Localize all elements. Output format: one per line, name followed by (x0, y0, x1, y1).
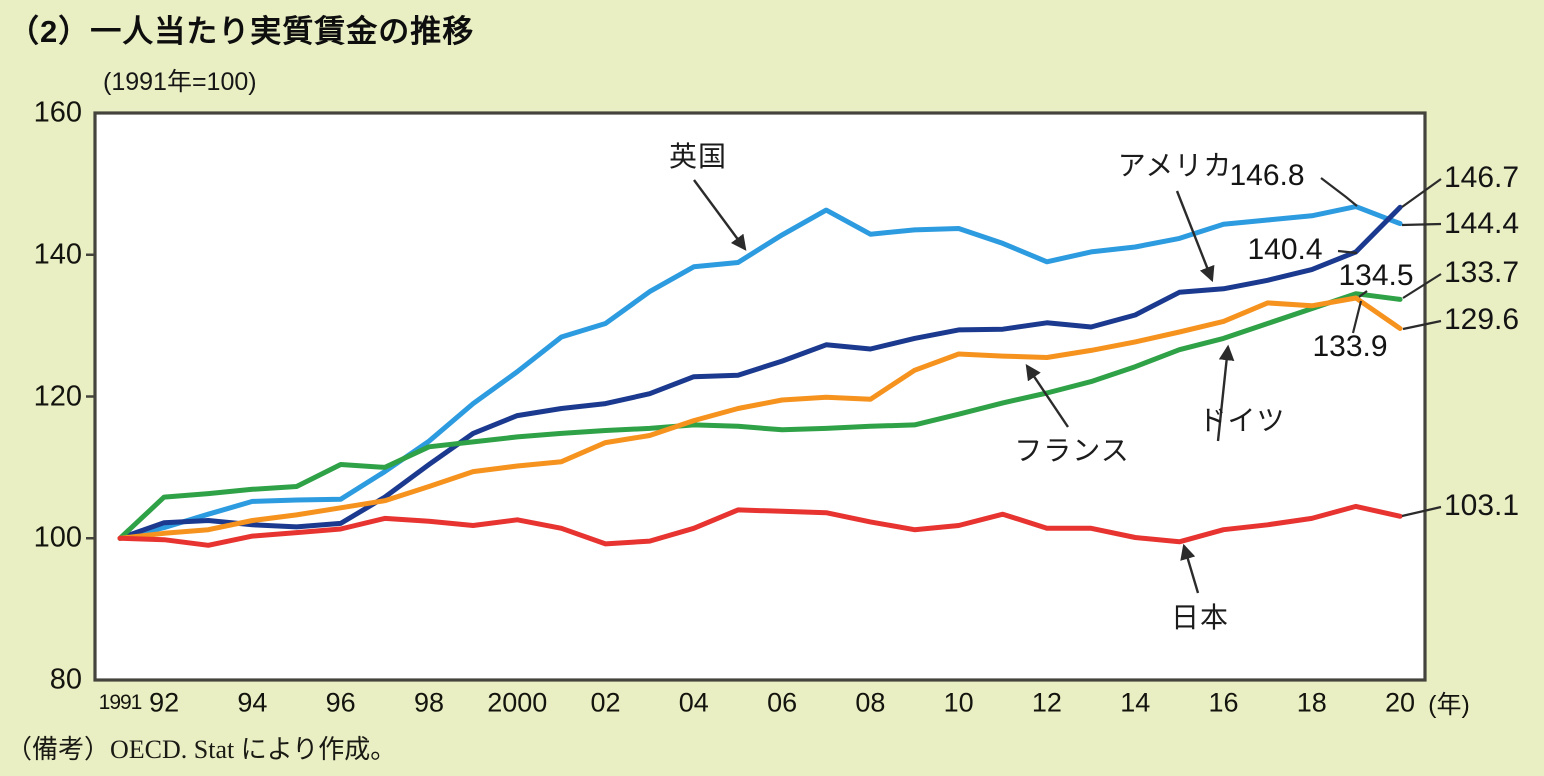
series-label: アメリカ (1117, 150, 1233, 181)
annotation-arrow (1175, 190, 1215, 283)
end-leader-line (1401, 178, 1442, 208)
end-leader-line (1401, 505, 1442, 518)
value-leader-line (1358, 290, 1368, 298)
x-axis-label: 14 (1120, 687, 1151, 718)
x-axis-label: 92 (149, 687, 180, 718)
y-axis-label: 120 (33, 380, 82, 412)
series-label: 日本 (1170, 602, 1230, 633)
x-axis-label: 06 (767, 687, 798, 718)
series-label: 英国 (668, 141, 728, 172)
series-line-japan (117, 503, 1403, 548)
x-axis-label: 18 (1296, 687, 1327, 718)
series-line-germany (117, 291, 1403, 541)
x-axis-unit-label: (年) (1428, 691, 1470, 719)
series-label: ドイツ (1198, 405, 1286, 436)
chart-index-note: (1991年=100) (103, 68, 257, 96)
end-value-label: 146.7 (1444, 161, 1520, 194)
end-value-label: 129.6 (1444, 303, 1520, 336)
chart-title: （2）一人当たり実質賃金の推移 (8, 14, 475, 49)
value-leader-line (1337, 249, 1358, 255)
end-value-label: 103.1 (1444, 489, 1520, 522)
series-label: フランス (1014, 435, 1130, 466)
x-axis-label: 2000 (487, 687, 548, 718)
x-axis-label: 08 (855, 687, 886, 718)
x-axis-label: 20 (1385, 687, 1416, 718)
source-note: （備考）OECD. Stat により作成。 (6, 735, 397, 764)
x-axis-label: 96 (325, 687, 356, 718)
x-axis-label: 16 (1208, 687, 1239, 718)
annotation-arrow (1216, 344, 1235, 442)
end-leader-line (1402, 273, 1442, 299)
value-leader-line (1351, 300, 1363, 334)
end-leader-line (1402, 319, 1442, 331)
end-value-label: 144.4 (1444, 207, 1520, 240)
annotation-arrow (1180, 543, 1200, 594)
series-line-uk (117, 204, 1403, 541)
value-annotation: 146.8 (1229, 159, 1305, 192)
annotation-arrow (1025, 364, 1069, 428)
plot-frame (93, 111, 1427, 682)
y-axis-label: 80 (49, 663, 82, 696)
y-axis-label: 100 (33, 521, 82, 554)
x-axis-label: 1991 (98, 691, 143, 714)
value-annotation: 133.9 (1312, 330, 1388, 363)
annotation-arrow (693, 179, 747, 251)
x-axis-label: 04 (678, 687, 709, 718)
y-axis-label: 160 (33, 96, 82, 129)
x-axis-label: 12 (1031, 687, 1062, 718)
series-line-usa (117, 204, 1403, 541)
end-leader-line (1401, 222, 1442, 227)
value-annotation: 134.5 (1338, 259, 1414, 292)
value-leader-line (1320, 177, 1358, 207)
series-line-france (117, 295, 1403, 541)
value-annotation: 140.4 (1247, 233, 1323, 266)
end-value-label: 133.7 (1444, 256, 1520, 289)
x-axis-label: 10 (943, 687, 974, 718)
y-axis-label: 140 (33, 238, 82, 271)
x-axis-label: 02 (590, 687, 621, 718)
x-axis-label: 98 (413, 687, 444, 718)
x-axis-label: 94 (237, 687, 268, 718)
